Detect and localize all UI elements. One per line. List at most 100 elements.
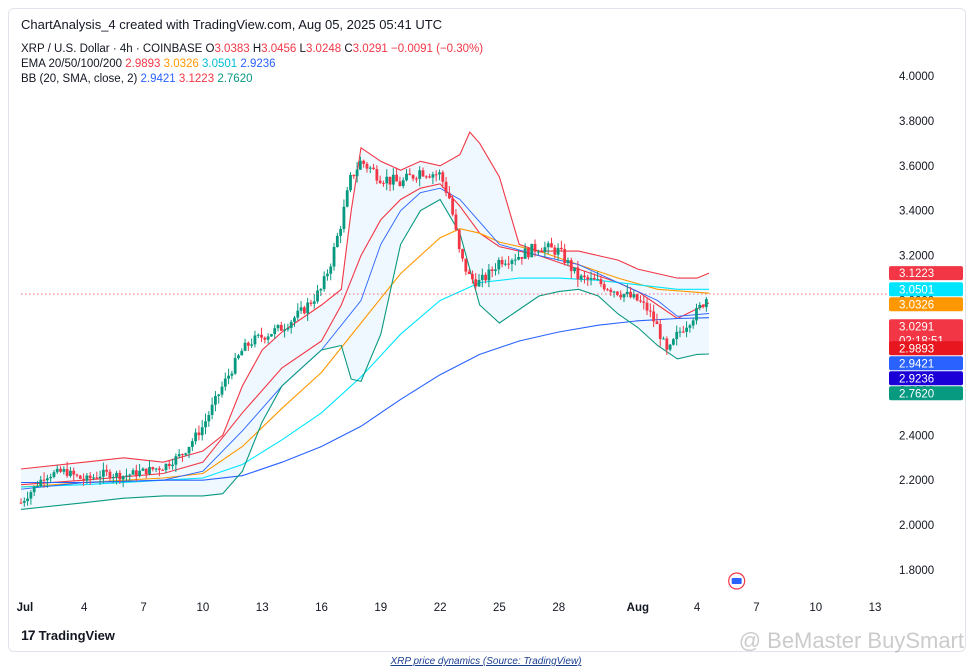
y-tick-label: 1.8000 bbox=[899, 565, 934, 577]
candle-body bbox=[319, 289, 323, 291]
candle-body bbox=[263, 337, 267, 340]
candle-body bbox=[691, 320, 695, 326]
candle-body bbox=[355, 169, 359, 177]
candle-body bbox=[322, 276, 326, 290]
bb-lower-value: 2.7620 bbox=[217, 73, 253, 85]
candle-body bbox=[230, 373, 234, 376]
candle-body bbox=[372, 167, 375, 170]
y-tick-label: 3.2000 bbox=[899, 251, 934, 263]
x-tick-label: 13 bbox=[869, 602, 882, 614]
candle-body bbox=[125, 475, 128, 477]
candle-body bbox=[69, 470, 72, 476]
candle-body bbox=[210, 404, 214, 415]
candle-body bbox=[431, 174, 435, 178]
series-line-ema-200 bbox=[21, 317, 710, 484]
candle-body bbox=[36, 486, 39, 488]
candle-body bbox=[92, 477, 95, 479]
candle-body bbox=[523, 248, 527, 259]
bb-label: BB (20, SMA, close, 2) bbox=[21, 73, 138, 85]
candle-body bbox=[457, 229, 461, 250]
high-label: H bbox=[252, 43, 262, 55]
candle-body bbox=[503, 263, 507, 265]
candle-body bbox=[316, 290, 319, 302]
candle-body bbox=[418, 170, 422, 179]
tradingview-brand: TradingView bbox=[38, 627, 115, 643]
candle-body bbox=[471, 273, 474, 280]
candle-body bbox=[576, 267, 580, 280]
candle-body bbox=[332, 246, 336, 267]
candle-body bbox=[698, 304, 702, 309]
candle-body bbox=[204, 421, 207, 428]
candle-body bbox=[105, 469, 109, 472]
candle-body bbox=[306, 302, 310, 314]
candle-body bbox=[586, 277, 590, 280]
candle-body bbox=[395, 174, 399, 182]
candle-body bbox=[629, 291, 632, 298]
tradingview-logo[interactable]: 17 TradingView bbox=[21, 627, 115, 643]
price-tag bbox=[889, 356, 963, 371]
candle-body bbox=[82, 478, 86, 481]
candle-body bbox=[349, 174, 352, 191]
price-chart[interactable]: 4.00003.80003.60003.40003.20003.00002.80… bbox=[9, 9, 965, 651]
candle-body bbox=[461, 249, 464, 259]
candle-body bbox=[339, 228, 343, 236]
candle-body bbox=[217, 394, 221, 397]
candle-body bbox=[62, 469, 66, 472]
candle-body bbox=[428, 176, 431, 178]
candle-body bbox=[411, 175, 415, 179]
candle-body bbox=[520, 257, 524, 259]
candle-body bbox=[345, 190, 349, 207]
candle-body bbox=[569, 260, 573, 272]
candle-body bbox=[685, 327, 688, 332]
candle-body bbox=[609, 289, 613, 293]
candle-body bbox=[88, 475, 92, 479]
candle-body bbox=[29, 492, 33, 499]
candle-body bbox=[138, 470, 142, 476]
candle-body bbox=[421, 170, 425, 177]
candle-body bbox=[612, 291, 616, 293]
candle-body bbox=[253, 335, 257, 345]
candle-body bbox=[655, 321, 659, 325]
candle-body bbox=[121, 476, 125, 480]
price-tag-value: 2.9893 bbox=[899, 343, 934, 355]
candle-body bbox=[197, 432, 201, 436]
legend-ema-row[interactable]: EMA 20/50/100/200 2.9893 3.0326 3.0501 2… bbox=[21, 57, 483, 72]
candle-body bbox=[293, 317, 296, 322]
legend-bb-row[interactable]: BB (20, SMA, close, 2) 2.9421 3.1223 2.7… bbox=[21, 72, 483, 87]
candle-body bbox=[662, 338, 665, 340]
candle-body bbox=[480, 274, 484, 280]
ema-label: EMA 20/50/100/200 bbox=[21, 58, 123, 70]
candle-body bbox=[635, 294, 639, 301]
candle-body bbox=[72, 470, 76, 475]
chart-legend: XRP / U.S. Dollar · 4h · COINBASE O3.038… bbox=[21, 42, 483, 87]
candle-body bbox=[388, 176, 392, 185]
candle-body bbox=[385, 176, 389, 184]
candle-body bbox=[141, 468, 145, 471]
price-tag bbox=[889, 341, 963, 356]
candle-body bbox=[220, 386, 224, 395]
candle-body bbox=[405, 173, 408, 181]
candle-body bbox=[672, 339, 675, 345]
candle-body bbox=[497, 259, 501, 270]
series-line-bb-basis bbox=[20, 187, 710, 490]
y-tick-label: 2.2000 bbox=[899, 475, 934, 487]
candle-body bbox=[157, 468, 161, 470]
candle-body bbox=[59, 468, 62, 472]
y-tick-label: 2.0000 bbox=[899, 520, 934, 532]
candle-body bbox=[214, 396, 217, 405]
x-tick-label: 4 bbox=[81, 602, 88, 614]
candle-body bbox=[665, 338, 669, 350]
candle-body bbox=[144, 468, 148, 475]
ema-50-value: 3.0326 bbox=[163, 58, 199, 70]
legend-symbol-row[interactable]: XRP / U.S. Dollar · 4h · COINBASE O3.038… bbox=[21, 42, 483, 57]
price-tag bbox=[889, 319, 963, 348]
candle-body bbox=[148, 467, 151, 475]
candle-body bbox=[464, 258, 468, 272]
watermark: @ BeMaster BuySmart bbox=[738, 628, 964, 653]
candle-body bbox=[39, 479, 43, 487]
image-caption[interactable]: XRP price dynamics (Source: TradingView) bbox=[390, 656, 582, 667]
candle-body bbox=[326, 273, 329, 277]
chart-title: ChartAnalysis_4 created with TradingView… bbox=[21, 17, 443, 32]
candle-body bbox=[579, 275, 583, 280]
candle-body bbox=[382, 183, 385, 185]
